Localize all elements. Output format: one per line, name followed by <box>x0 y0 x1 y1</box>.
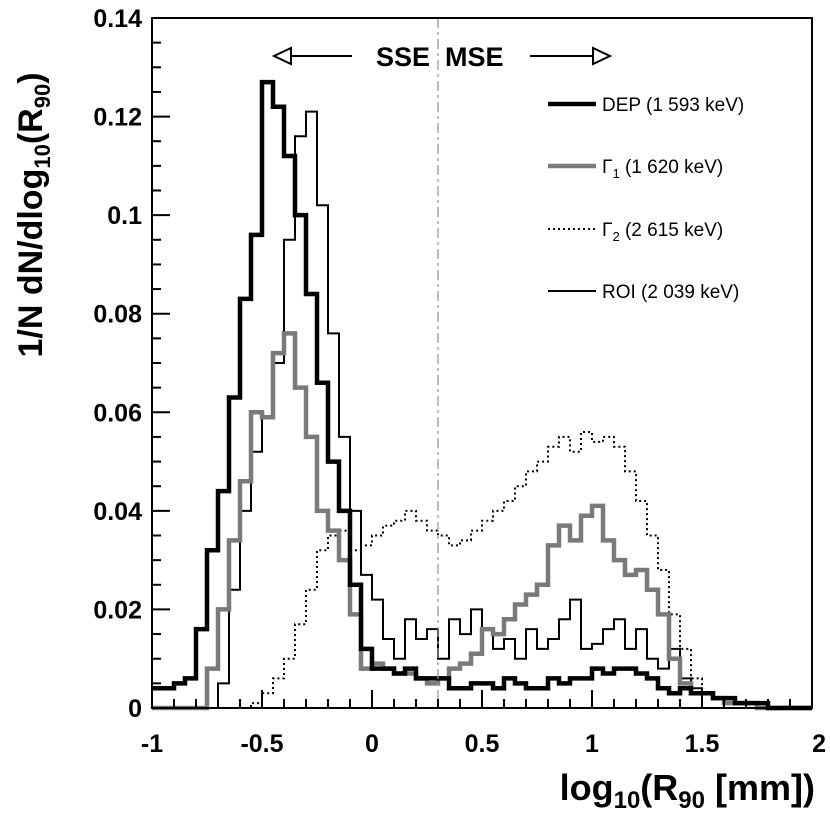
mse-arrow-head <box>592 46 613 66</box>
histograms <box>152 79 812 711</box>
y-tick-label: 0.04 <box>93 498 142 526</box>
series-line <box>152 431 812 709</box>
y-tick-label: 0.08 <box>93 301 142 329</box>
x-tick-label: 1.5 <box>685 730 720 758</box>
legend-label: ROI (2 039 keV) <box>602 282 739 303</box>
series-line <box>152 79 812 711</box>
mse-label: MSE <box>445 42 504 72</box>
legend-label: DEP (1 593 keV) <box>602 95 744 116</box>
x-tick-label: -1 <box>141 730 163 758</box>
legend: DEP (1 593 keV) Γ1 (1 620 keV) Γ2 (2 615 k… <box>548 95 744 303</box>
axes: -1 -0.5 0 0.5 1 1.5 2 0 0.02 0.04 0.06 0.08 0.1 0.12 0… <box>93 5 826 758</box>
sse-mse-annotation: SSE MSE <box>271 42 613 72</box>
series-line <box>152 110 812 709</box>
y-tick-label: 0 <box>128 695 142 723</box>
sse-label: SSE <box>376 42 430 72</box>
legend-label: Γ2 (2 615 keV) <box>602 220 723 244</box>
y-tick-label: 0.02 <box>93 596 142 624</box>
legend-label: Γ1 (1 620 keV) <box>602 157 723 181</box>
x-axis-title: log10(R90 [mm]) <box>560 767 815 814</box>
y-axis-title: 1/N dN/dlog10(R90) <box>12 72 55 357</box>
series-line <box>152 331 812 711</box>
x-tick-label: -0.5 <box>240 730 283 758</box>
y-tick-label: 0.12 <box>93 104 142 132</box>
x-tick-label: 2 <box>812 730 826 758</box>
x-tick-label: 0 <box>365 730 379 758</box>
y-tick-label: 0.1 <box>107 202 142 230</box>
y-tick-label: 0.06 <box>93 399 142 427</box>
sse-arrow-head <box>271 46 292 66</box>
x-tick-label: 1 <box>585 730 599 758</box>
y-tick-label: 0.14 <box>93 5 142 33</box>
x-tick-label: 0.5 <box>465 730 500 758</box>
plot-frame <box>151 17 813 709</box>
